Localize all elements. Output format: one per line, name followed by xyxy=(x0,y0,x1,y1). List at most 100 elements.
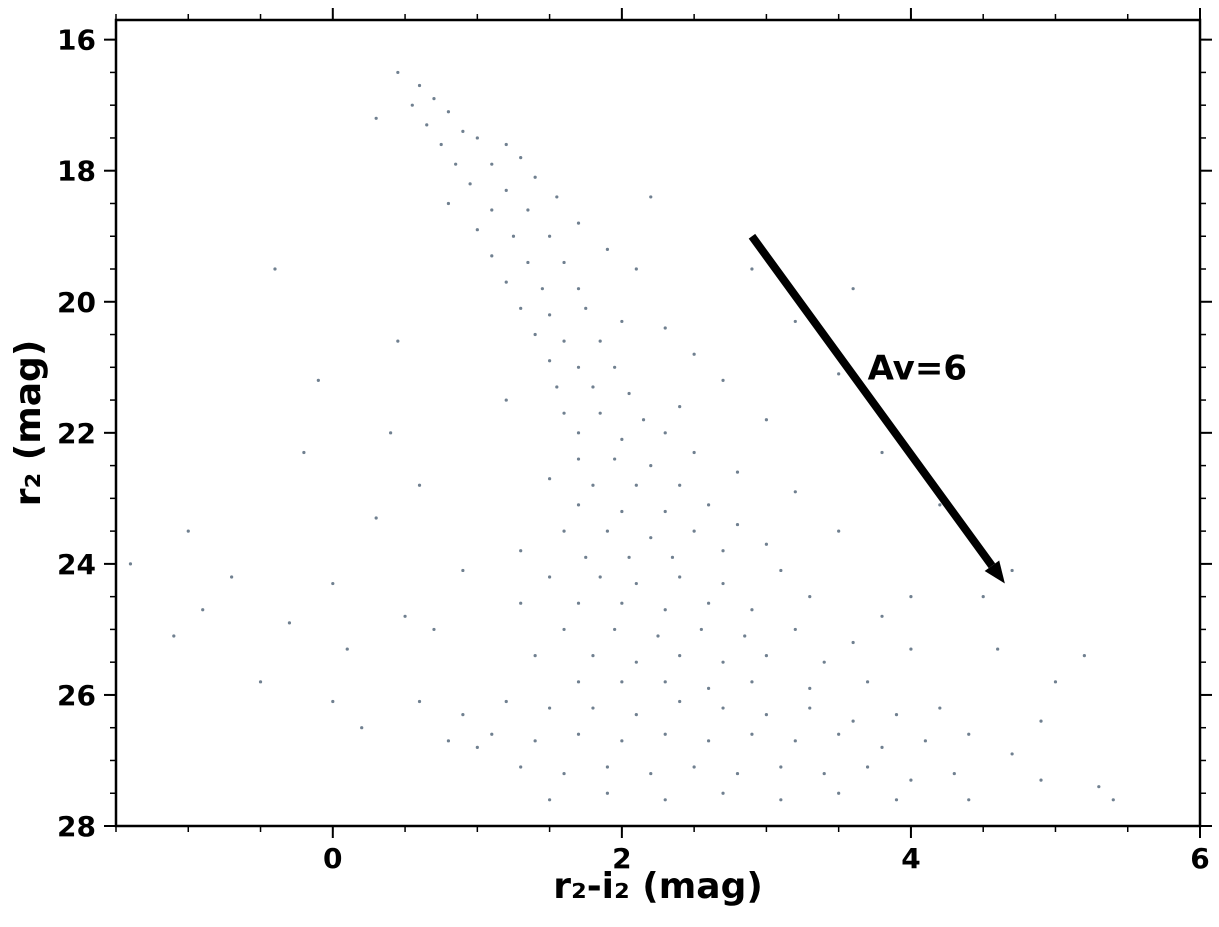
point xyxy=(439,142,443,147)
point xyxy=(576,680,581,684)
point xyxy=(258,680,263,684)
point xyxy=(576,457,581,461)
point xyxy=(576,601,581,605)
point xyxy=(967,732,971,736)
point xyxy=(461,129,465,133)
point xyxy=(446,110,451,114)
point xyxy=(548,313,552,317)
point xyxy=(663,326,667,330)
point xyxy=(851,719,855,723)
point xyxy=(584,555,588,559)
reddening-arrow xyxy=(748,233,996,569)
point xyxy=(706,601,711,605)
point xyxy=(634,713,638,717)
point xyxy=(526,208,530,212)
point xyxy=(808,706,812,710)
point xyxy=(1082,654,1086,658)
y-tick-label: 18 xyxy=(57,155,96,188)
point xyxy=(837,372,841,376)
point xyxy=(613,627,617,632)
point xyxy=(475,228,479,232)
point xyxy=(808,686,812,690)
plot-frame xyxy=(114,18,1202,828)
point xyxy=(548,359,552,363)
point xyxy=(548,706,552,710)
point xyxy=(576,732,581,736)
point xyxy=(504,699,508,704)
point xyxy=(591,706,595,710)
point xyxy=(692,450,696,455)
point xyxy=(374,116,378,120)
point xyxy=(1053,680,1058,684)
point xyxy=(620,319,624,324)
y-tick-label: 24 xyxy=(57,548,96,581)
point xyxy=(417,83,422,88)
point xyxy=(620,680,624,684)
point xyxy=(620,739,624,743)
point xyxy=(692,352,696,356)
point xyxy=(396,339,400,343)
point xyxy=(576,365,581,369)
point xyxy=(331,581,335,586)
point xyxy=(519,765,523,769)
point xyxy=(865,680,870,684)
point xyxy=(880,745,884,749)
point xyxy=(533,739,537,743)
point xyxy=(750,267,754,271)
point xyxy=(620,509,624,514)
point xyxy=(894,798,899,802)
point xyxy=(721,706,725,710)
y-tick-label: 22 xyxy=(57,417,96,450)
point xyxy=(735,470,740,474)
point xyxy=(865,765,870,769)
point xyxy=(555,385,559,389)
point xyxy=(504,188,508,192)
point xyxy=(533,332,537,337)
point xyxy=(172,634,176,638)
point xyxy=(750,732,754,736)
point xyxy=(461,713,465,717)
point xyxy=(837,529,841,533)
point xyxy=(663,732,667,736)
y-tick-label: 28 xyxy=(57,810,96,843)
y-tick-label: 26 xyxy=(57,679,96,712)
point xyxy=(837,732,841,736)
point xyxy=(706,686,711,690)
point xyxy=(663,608,667,612)
point xyxy=(764,542,769,546)
point xyxy=(533,654,537,658)
point xyxy=(822,771,826,776)
point xyxy=(519,549,523,553)
arrow-head xyxy=(984,560,1005,584)
point xyxy=(410,103,414,107)
point xyxy=(793,739,797,743)
point xyxy=(1039,778,1043,782)
point xyxy=(634,267,638,271)
point xyxy=(649,463,653,468)
point xyxy=(880,614,884,618)
point xyxy=(605,765,610,769)
point xyxy=(396,70,400,75)
y-tick-label: 16 xyxy=(57,24,96,57)
point xyxy=(591,654,595,658)
point xyxy=(598,411,602,415)
point xyxy=(894,713,899,717)
point xyxy=(678,483,682,487)
point xyxy=(779,798,783,802)
point xyxy=(641,418,646,422)
point xyxy=(634,483,638,487)
x-axis-title: r₂-i₂ (mag) xyxy=(553,866,763,907)
point xyxy=(490,254,494,258)
point xyxy=(706,503,711,507)
point xyxy=(706,739,711,743)
point xyxy=(128,562,133,566)
point xyxy=(374,516,378,520)
point xyxy=(808,595,812,599)
point xyxy=(432,627,436,632)
point xyxy=(779,568,783,573)
point xyxy=(663,680,667,684)
point xyxy=(576,503,581,507)
point xyxy=(519,156,523,160)
point xyxy=(678,405,682,409)
point xyxy=(909,595,913,599)
